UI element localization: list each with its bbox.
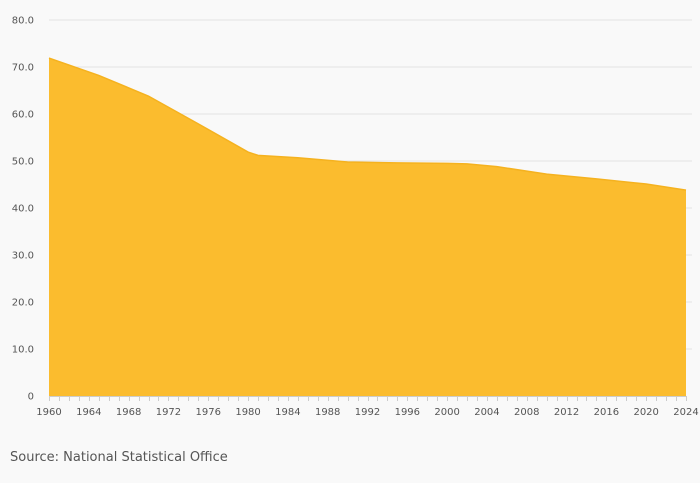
area-chart: 010.020.030.040.050.060.070.080.0 1960 19… xyxy=(12,16,699,419)
y-tick-label: 30.0 xyxy=(12,251,34,262)
x-tick-label: 1976 xyxy=(196,407,221,418)
x-tick-label: 2012 xyxy=(554,407,579,418)
y-tick-label: 60.0 xyxy=(12,110,34,121)
x-tick-label: 2024 xyxy=(673,407,698,418)
y-axis-labels: 0 10.0 20.0 30.0 40.0 50.0 60.0 70.0 80.0 xyxy=(12,16,34,403)
x-tick-label: 2000 xyxy=(434,407,459,418)
x-tick-label: 1960 xyxy=(36,407,61,418)
x-axis xyxy=(49,396,687,401)
y-tick-label: 0 xyxy=(28,392,34,403)
x-tick-label: 2020 xyxy=(633,407,658,418)
x-tick-label: 2004 xyxy=(474,407,499,418)
x-tick-label: 1996 xyxy=(395,407,420,418)
area-fill xyxy=(49,58,686,396)
x-axis-labels: 1960 1964 1968 1972 1976 1980 1984 1988 1992 1996… xyxy=(36,407,698,418)
x-tick-label: 1988 xyxy=(315,407,340,418)
source-note: Source: National Statistical Office xyxy=(10,450,228,465)
x-tick-label: 1968 xyxy=(116,407,141,418)
y-tick-label: 70.0 xyxy=(12,63,34,74)
y-tick-label: 20.0 xyxy=(12,298,34,309)
x-tick-label: 1984 xyxy=(275,407,300,418)
x-tick-label: 1980 xyxy=(235,407,260,418)
y-tick-label: 50.0 xyxy=(12,157,34,168)
area-series xyxy=(48,57,687,396)
y-tick-label: 40.0 xyxy=(12,204,34,215)
x-tick-label: 1964 xyxy=(76,407,101,418)
x-tick-label: 2008 xyxy=(514,407,539,418)
y-tick-label: 10.0 xyxy=(12,345,34,356)
x-tick-label: 1972 xyxy=(156,407,181,418)
x-tick-label: 2016 xyxy=(594,407,619,418)
area-line xyxy=(48,57,687,191)
y-tick-label: 80.0 xyxy=(12,16,34,27)
x-tick-label: 1992 xyxy=(355,407,380,418)
